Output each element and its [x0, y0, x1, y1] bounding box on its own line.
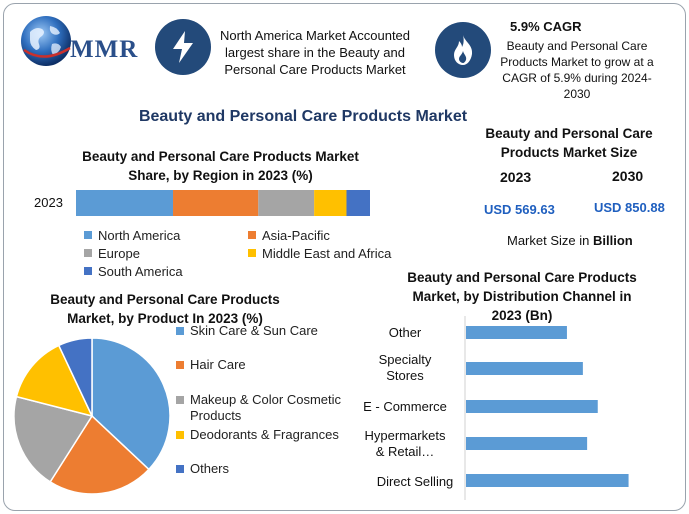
pie-slice-3 [15, 344, 94, 418]
dist-label-hypermarkets: Hypermarkets & Retail… [350, 428, 460, 460]
legend-swatch [248, 231, 256, 239]
pie-slice-0 [91, 337, 171, 471]
product-pie-chart [13, 337, 171, 495]
legend-label: Europe [98, 245, 140, 261]
distribution-chart-title: Beauty and Personal Care Products Market… [407, 270, 637, 323]
pie-slice-1 [49, 414, 150, 495]
legend-makeup: Makeup & Color Cosmetic Products [176, 392, 348, 424]
legend-label: Hair Care [190, 357, 246, 372]
lightning-icon [173, 31, 193, 63]
market-size-year-1: 2023 [500, 169, 532, 185]
legend-skin-care: Skin Care & Sun Care [176, 323, 318, 339]
legend-label: Middle East and Africa [262, 245, 392, 261]
page-title: Beauty and Personal Care Products Market [138, 108, 468, 125]
region-segment-2 [258, 190, 315, 216]
legend-swatch [84, 249, 92, 257]
dist-label-specialty: Specialty Stores [350, 352, 460, 384]
region-segment-1 [173, 190, 259, 216]
market-size-unit-note: Market Size in Billion [507, 233, 633, 248]
market-size-year-2: 2030 [612, 168, 644, 184]
logo-text: MMR [70, 36, 139, 63]
legend-middle-east-africa: Middle East and Africa [248, 244, 391, 262]
distribution-bar-2 [466, 400, 598, 413]
product-legend: Skin Care & Sun Care Hair Care Makeup & … [176, 323, 356, 483]
legend-swatch [248, 249, 256, 257]
region-legend: North America Asia-Pacific Europe Middle… [84, 226, 404, 280]
legend-south-america: South America [84, 262, 183, 280]
legend-label: North America [98, 227, 181, 243]
legend-hair-care: Hair Care [176, 357, 246, 373]
header-box-1-text: North America Market Accounted largest s… [219, 28, 411, 77]
flame-icon [454, 35, 473, 65]
legend-label: Deodorants & Fragrances [190, 427, 339, 442]
brand-logo: MMR [12, 12, 142, 72]
distribution-bar-4 [466, 474, 629, 487]
header-icon-1 [155, 19, 211, 75]
region-segment-3 [314, 190, 347, 216]
market-size-title: Beauty and Personal Care Products Market… [485, 126, 653, 160]
legend-deodorants: Deodorants & Fragrances [176, 427, 339, 443]
product-chart-title: Beauty and Personal Care Products Market… [50, 292, 280, 326]
legend-north-america: North America [84, 226, 180, 244]
unit-note-prefix: Market Size in [507, 233, 593, 248]
distribution-bar-chart [464, 316, 629, 500]
pie-slice-4 [57, 337, 93, 417]
legend-asia-pacific: Asia-Pacific [248, 226, 330, 244]
dist-label-text: Hypermarkets & Retail… [364, 428, 446, 459]
legend-label: South America [98, 263, 183, 279]
legend-label: Makeup & Color Cosmetic Products [190, 392, 341, 423]
pie-slice-2 [13, 395, 94, 483]
dist-label-direct: Direct Selling [376, 474, 454, 489]
header-icon-2 [435, 22, 491, 78]
distribution-bar-1 [466, 362, 583, 375]
distribution-bar-0 [466, 326, 567, 339]
region-segment-4 [346, 190, 370, 216]
legend-label: Others [190, 461, 230, 476]
legend-europe: Europe [84, 244, 140, 262]
region-segment-0 [76, 190, 174, 216]
legend-swatch [176, 396, 184, 404]
legend-others: Others [176, 461, 229, 477]
market-size-value-1: USD 569.63 [484, 202, 555, 217]
region-year-label: 2023 [34, 195, 63, 210]
region-stacked-bar [76, 190, 370, 216]
legend-swatch [176, 465, 184, 473]
legend-swatch [84, 267, 92, 275]
dist-label-ecommerce: E - Commerce [363, 399, 447, 414]
distribution-labels: Other Specialty Stores E - Commerce Hype… [350, 318, 460, 498]
legend-label: Asia-Pacific [262, 227, 330, 243]
region-chart-title: Beauty and Personal Care Products Market… [82, 149, 359, 183]
globe-icon [21, 16, 71, 66]
market-size-value-2: USD 850.88 [594, 200, 665, 215]
legend-swatch [176, 327, 184, 335]
dist-label-other: Other [388, 325, 422, 340]
legend-swatch [176, 361, 184, 369]
unit-note-bold: Billion [592, 233, 633, 248]
distribution-bar-3 [466, 437, 588, 450]
header-box-2-text: Beauty and Personal Care Products Market… [500, 39, 654, 101]
dist-label-text: Specialty Stores [378, 352, 432, 383]
header-box-2-title: 5.9% CAGR [510, 19, 582, 34]
legend-swatch [84, 231, 92, 239]
legend-label: Skin Care & Sun Care [190, 323, 318, 338]
legend-swatch [176, 431, 184, 439]
